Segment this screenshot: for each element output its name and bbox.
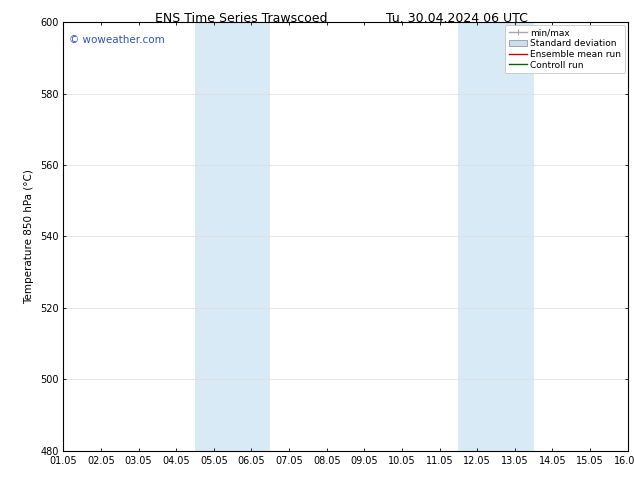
Bar xyxy=(458,22,534,451)
Text: ENS Time Series Trawscoed: ENS Time Series Trawscoed xyxy=(155,12,327,25)
Y-axis label: Temperature 850 hPa (°C): Temperature 850 hPa (°C) xyxy=(24,169,34,304)
Text: Tu. 30.04.2024 06 UTC: Tu. 30.04.2024 06 UTC xyxy=(385,12,527,25)
Legend: min/max, Standard deviation, Ensemble mean run, Controll run: min/max, Standard deviation, Ensemble me… xyxy=(505,25,625,74)
Bar xyxy=(195,22,270,451)
Text: © woweather.com: © woweather.com xyxy=(69,35,165,45)
